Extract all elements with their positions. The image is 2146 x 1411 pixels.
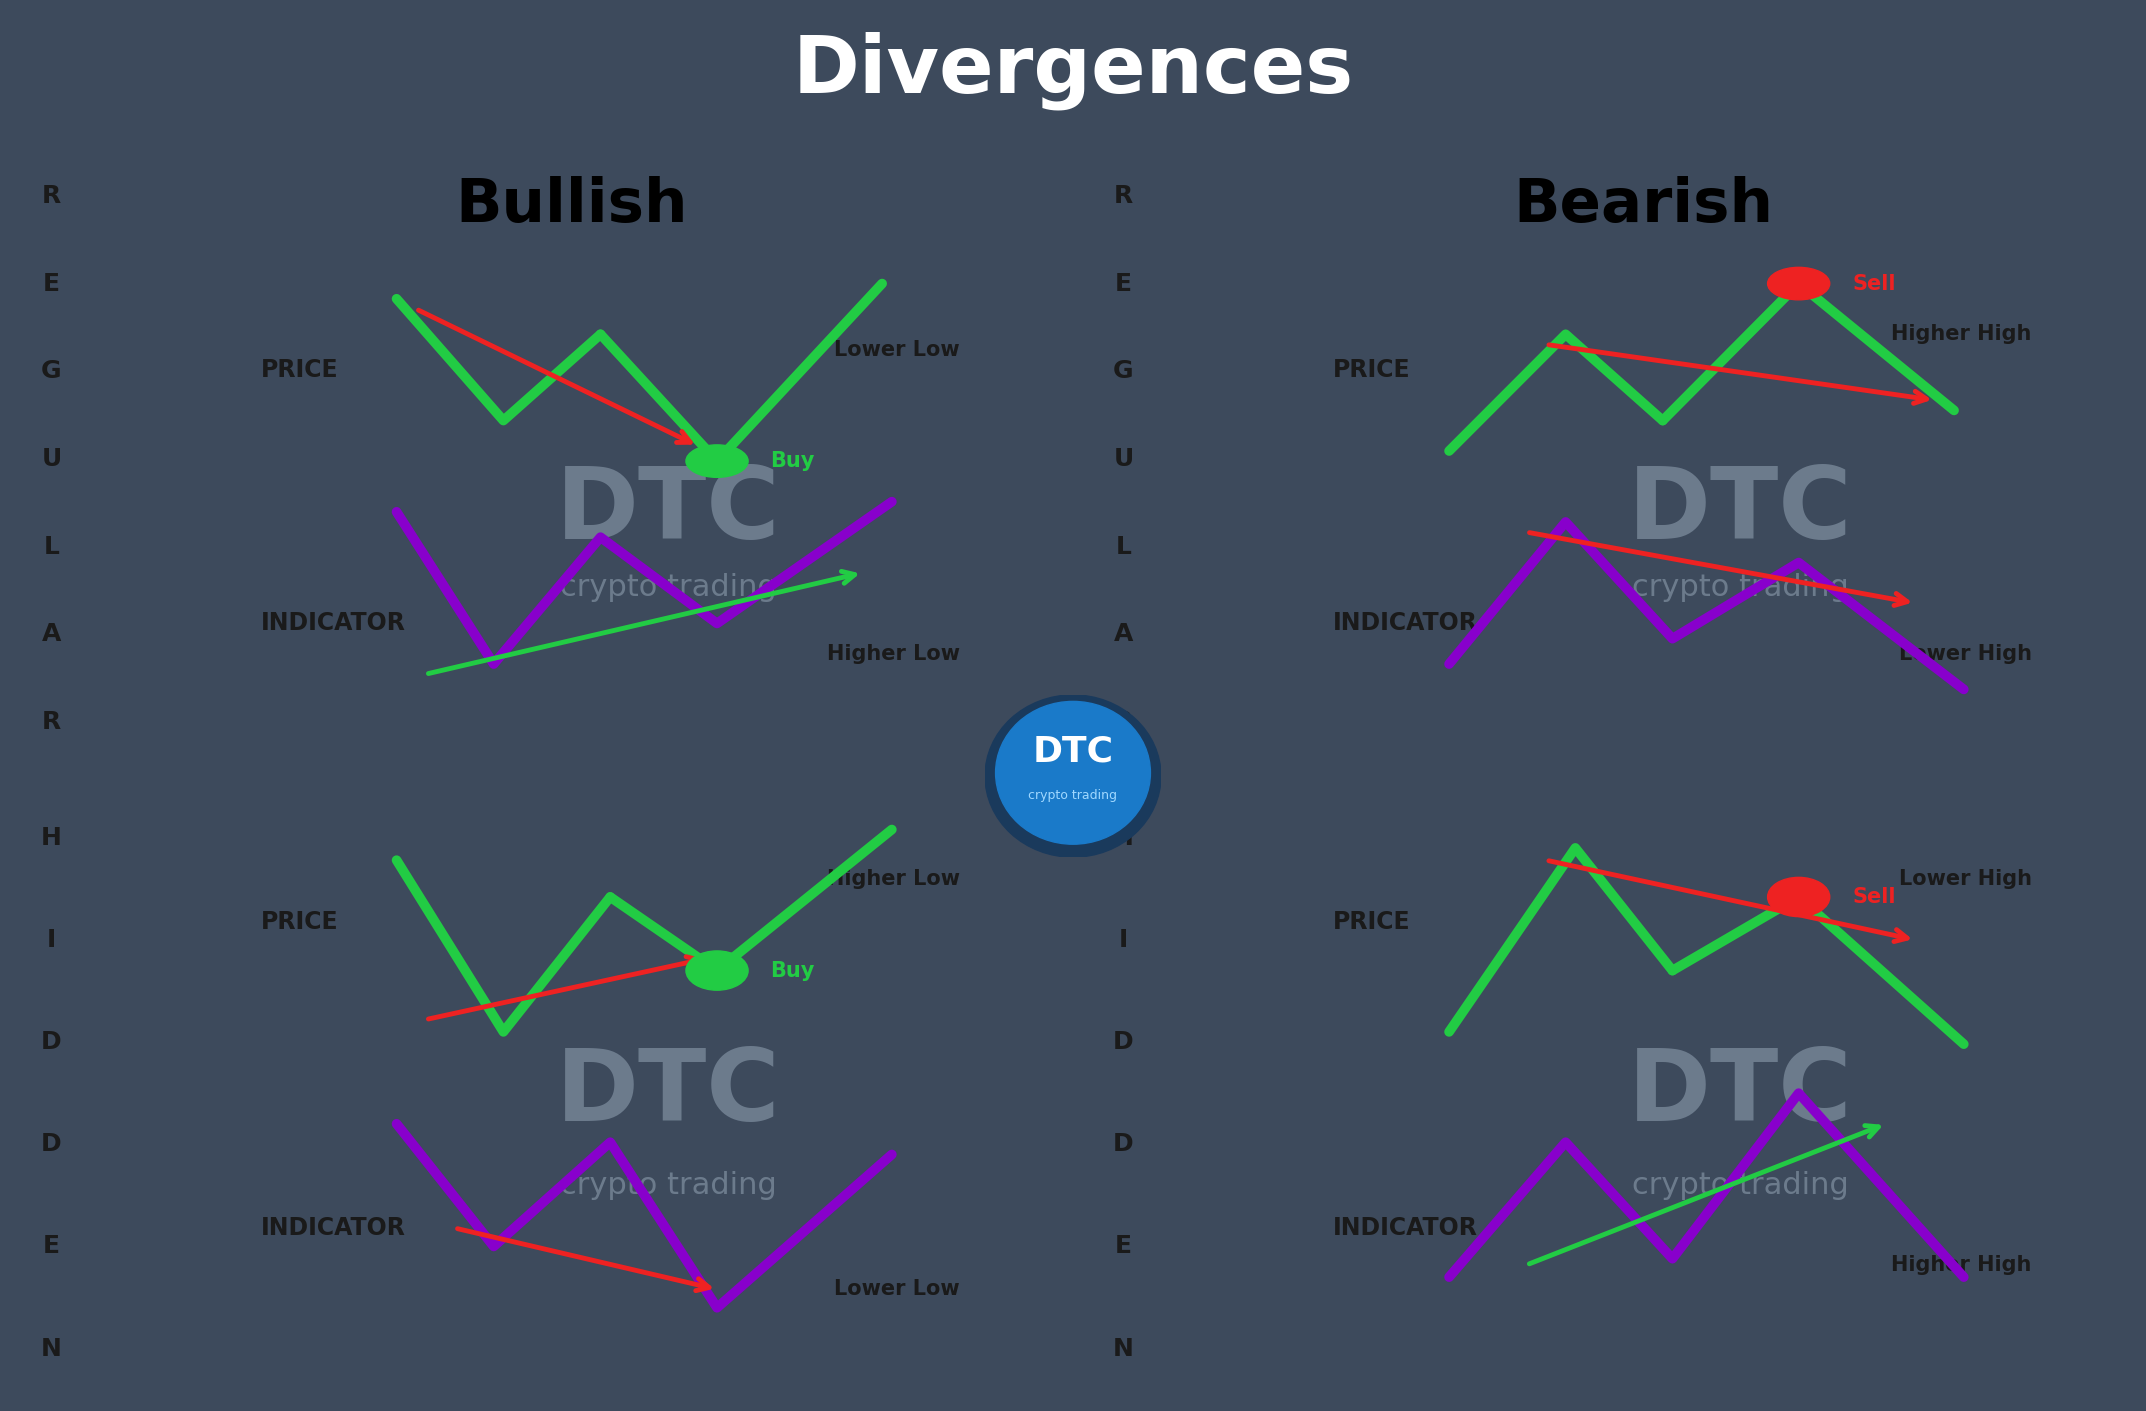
Text: Higher High: Higher High [1891, 325, 2032, 344]
Text: Buy: Buy [770, 452, 815, 471]
Text: PRICE: PRICE [1333, 358, 1410, 382]
Circle shape [687, 444, 749, 477]
Text: E: E [43, 272, 60, 296]
Text: Lower Low: Lower Low [835, 1280, 959, 1300]
Text: D: D [1114, 1030, 1133, 1054]
Text: DTC: DTC [556, 463, 781, 560]
Circle shape [1768, 267, 1831, 299]
Text: D: D [41, 1030, 62, 1054]
Text: Lower High: Lower High [1899, 643, 2032, 663]
Text: INDICATOR: INDICATOR [260, 1216, 406, 1240]
Text: R: R [43, 710, 60, 734]
Text: crypto trading: crypto trading [560, 573, 777, 602]
Circle shape [687, 951, 749, 991]
Text: A: A [1114, 622, 1133, 646]
Text: PRICE: PRICE [260, 910, 339, 934]
Text: A: A [41, 622, 62, 646]
Text: G: G [41, 360, 62, 384]
Circle shape [1768, 878, 1831, 917]
Text: E: E [1116, 272, 1131, 296]
Text: L: L [1116, 535, 1131, 559]
Text: crypto trading: crypto trading [1631, 573, 1850, 602]
Text: INDICATOR: INDICATOR [260, 611, 406, 635]
Text: INDICATOR: INDICATOR [1333, 611, 1476, 635]
Text: R: R [1114, 185, 1133, 209]
Text: Lower High: Lower High [1899, 869, 2032, 889]
Text: I: I [1118, 928, 1129, 952]
Text: Sell: Sell [1852, 888, 1895, 907]
Text: Buy: Buy [770, 961, 815, 981]
Text: E: E [1116, 1235, 1131, 1259]
Text: Higher Low: Higher Low [826, 643, 959, 663]
Text: L: L [43, 535, 60, 559]
Text: H: H [1114, 825, 1133, 849]
Text: I: I [47, 928, 56, 952]
Ellipse shape [985, 694, 1161, 856]
Text: crypto trading: crypto trading [1631, 1171, 1850, 1199]
Ellipse shape [996, 701, 1150, 844]
Text: Bearish: Bearish [1513, 176, 1773, 234]
Text: N: N [1114, 1336, 1133, 1360]
Text: D: D [1114, 1132, 1133, 1156]
Text: U: U [41, 447, 62, 471]
Text: R: R [1114, 710, 1133, 734]
Text: U: U [1114, 447, 1133, 471]
Text: H: H [41, 825, 62, 849]
Text: Lower Low: Lower Low [835, 340, 959, 360]
Text: E: E [43, 1235, 60, 1259]
Text: Sell: Sell [1852, 274, 1895, 293]
Text: D: D [41, 1132, 62, 1156]
Text: N: N [41, 1336, 62, 1360]
Text: Higher Low: Higher Low [826, 869, 959, 889]
Text: INDICATOR: INDICATOR [1333, 1216, 1476, 1240]
Text: PRICE: PRICE [260, 358, 339, 382]
Text: Bullish: Bullish [455, 176, 687, 234]
Text: R: R [43, 185, 60, 209]
Text: Higher High: Higher High [1891, 1254, 2032, 1274]
Text: DTC: DTC [1032, 735, 1114, 769]
Text: DTC: DTC [1629, 463, 1852, 560]
Text: crypto trading: crypto trading [1028, 789, 1118, 801]
Text: Divergences: Divergences [792, 31, 1354, 110]
Text: DTC: DTC [1629, 1044, 1852, 1141]
Text: DTC: DTC [556, 1044, 781, 1141]
Text: PRICE: PRICE [1333, 910, 1410, 934]
Text: G: G [1114, 360, 1133, 384]
Text: crypto trading: crypto trading [560, 1171, 777, 1199]
